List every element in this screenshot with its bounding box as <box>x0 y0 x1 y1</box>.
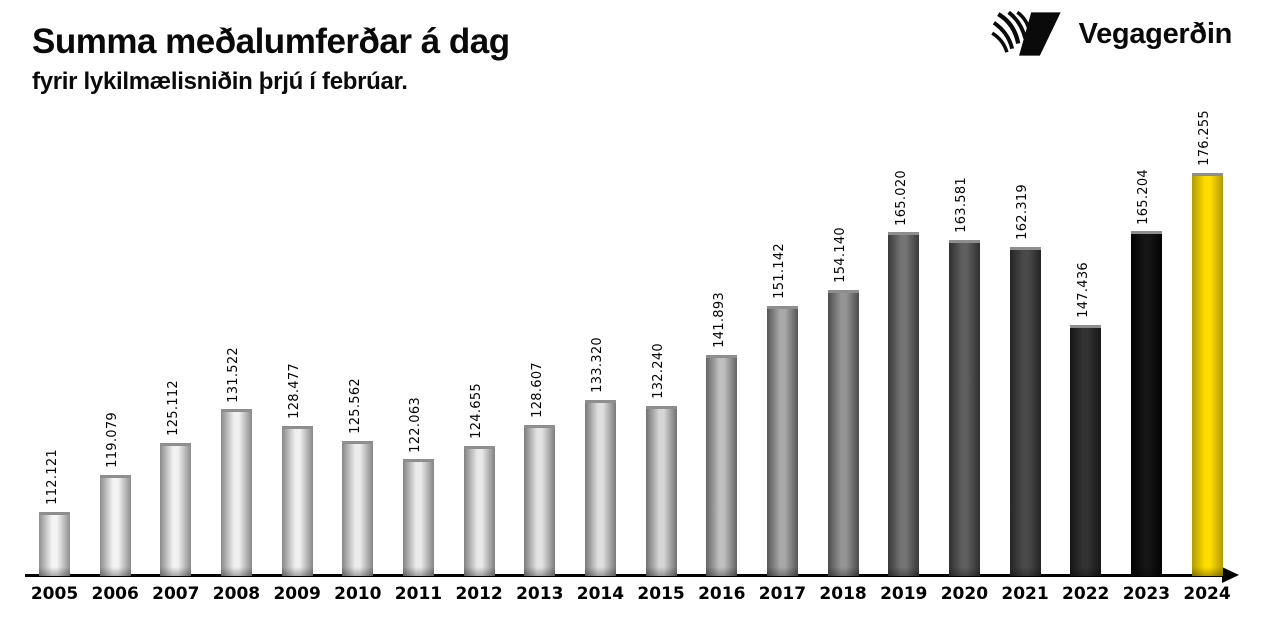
bar-2021 <box>1009 246 1041 576</box>
x-axis-label-2009: 2009 <box>273 584 321 604</box>
bar-value-label-2019: 165.020 <box>893 169 909 226</box>
bar-2009 <box>281 425 313 576</box>
bar-2022 <box>1070 325 1102 576</box>
vegagerdin-logo-icon <box>990 10 1061 56</box>
x-axis-line <box>25 574 1230 577</box>
bar-value-label-2006: 119.079 <box>105 412 121 469</box>
bar-2011 <box>402 459 434 576</box>
bar-value-label-2008: 131.522 <box>226 346 242 403</box>
bar-value-label-2022: 147.436 <box>1075 262 1091 319</box>
bar-2006 <box>99 475 131 576</box>
bar-value-label-2010: 125.562 <box>347 378 363 434</box>
x-axis-label-2024: 2024 <box>1183 584 1231 604</box>
bar-value-label-2017: 151.142 <box>772 242 788 299</box>
x-axis-label-2011: 2011 <box>394 584 443 604</box>
bar-value-label-2011: 122.063 <box>408 396 424 453</box>
bar-2019 <box>888 232 920 576</box>
x-axis-label-2017: 2017 <box>758 584 807 604</box>
bar-2016 <box>706 354 738 576</box>
bar-value-label-2014: 133.320 <box>590 337 606 393</box>
bar-2015 <box>645 405 677 576</box>
x-axis-label-2006: 2006 <box>91 584 139 604</box>
title-block: Summa meðalumferðar á dag fyrir lykilmæl… <box>32 22 510 95</box>
bar-2013 <box>524 424 556 576</box>
bar-value-label-2021: 162.319 <box>1015 183 1031 240</box>
bar-value-label-2018: 154.140 <box>833 227 849 283</box>
vegagerdin-logo-text: Vegagerðin <box>1078 17 1233 50</box>
bar-value-label-2015: 132.240 <box>651 342 667 399</box>
vegagerdin-logo: Vegagerðin <box>987 8 1232 60</box>
bar-value-label-2024: 176.255 <box>1197 110 1213 166</box>
x-axis-label-2014: 2014 <box>576 584 625 604</box>
bar-2007 <box>160 443 192 576</box>
bar-2010 <box>342 440 374 576</box>
x-axis-label-2022: 2022 <box>1062 584 1110 604</box>
chart-title: Summa meðalumferðar á dag <box>32 22 510 61</box>
x-axis-label-2005: 2005 <box>30 584 79 604</box>
bar-value-label-2007: 125.112 <box>165 380 181 437</box>
x-axis-label-2019: 2019 <box>880 584 928 604</box>
x-axis-label-2015: 2015 <box>637 584 685 604</box>
bar-value-label-2023: 165.204 <box>1136 168 1152 225</box>
bar-2018 <box>827 289 859 576</box>
bar-2020 <box>948 239 980 576</box>
x-axis-label-2008: 2008 <box>212 584 261 604</box>
bar-2024 <box>1191 173 1223 576</box>
bar-value-label-2013: 128.607 <box>529 361 545 418</box>
x-axis-label-2018: 2018 <box>819 584 867 604</box>
bar-value-label-2016: 141.893 <box>711 291 727 348</box>
bar-value-label-2020: 163.581 <box>954 177 970 233</box>
bar-2023 <box>1130 231 1162 576</box>
bar-value-label-2005: 112.121 <box>44 449 60 505</box>
bar-2014 <box>584 399 616 576</box>
bar-value-label-2009: 128.477 <box>287 362 303 419</box>
bar-2005 <box>39 511 70 576</box>
bar-value-label-2012: 124.655 <box>469 382 485 439</box>
bar-2008 <box>220 409 252 576</box>
chart-subtitle: fyrir lykilmælisniðin þrjú í febrúar. <box>32 67 408 95</box>
bar-2012 <box>463 445 495 576</box>
x-axis-label-2016: 2016 <box>698 584 746 604</box>
x-axis-label-2010: 2010 <box>334 584 382 604</box>
x-axis-arrow-icon <box>1222 567 1239 583</box>
x-axis-label-2007: 2007 <box>152 584 200 604</box>
x-axis-label-2020: 2020 <box>940 584 989 604</box>
bar-2017 <box>766 305 798 576</box>
x-axis-label-2013: 2013 <box>516 584 564 604</box>
x-axis-label-2012: 2012 <box>455 584 503 604</box>
x-axis-label-2023: 2023 <box>1122 584 1171 604</box>
x-axis-label-2021: 2021 <box>1001 584 1049 604</box>
